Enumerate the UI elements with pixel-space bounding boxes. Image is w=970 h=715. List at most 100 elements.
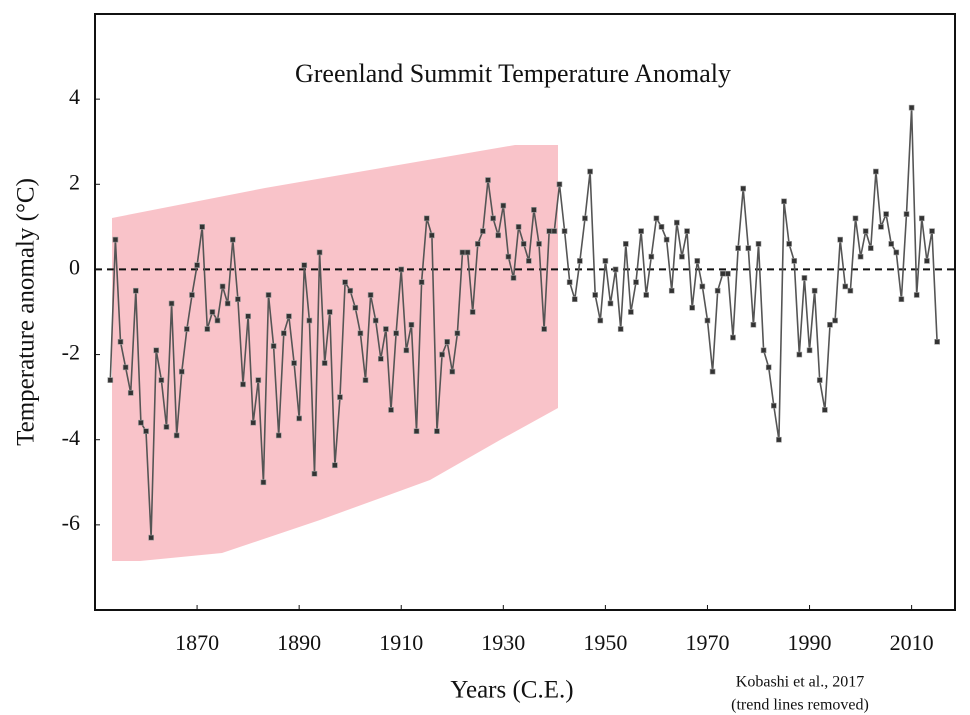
data-point xyxy=(796,351,803,358)
data-point xyxy=(485,177,491,183)
data-point xyxy=(679,253,685,260)
x-tick-label: 1890 xyxy=(277,630,321,655)
data-point xyxy=(658,224,665,230)
data-point xyxy=(883,211,889,217)
data-point xyxy=(189,292,195,298)
data-point xyxy=(434,428,440,435)
y-tick-label: -6 xyxy=(62,510,80,535)
data-point xyxy=(551,228,558,234)
data-point xyxy=(316,249,323,256)
data-point xyxy=(449,368,456,375)
x-tick-label: 1870 xyxy=(175,630,219,655)
data-point xyxy=(163,424,170,430)
data-point xyxy=(699,283,706,290)
data-point xyxy=(811,287,818,294)
data-point xyxy=(832,317,838,324)
data-point xyxy=(444,338,450,345)
data-point xyxy=(199,224,205,230)
data-point xyxy=(536,241,542,247)
y-tick-label: -2 xyxy=(62,340,80,365)
data-point xyxy=(653,215,660,222)
data-point xyxy=(674,219,680,226)
data-point xyxy=(332,462,338,469)
data-point xyxy=(867,245,874,251)
data-point xyxy=(531,207,537,213)
data-point xyxy=(214,317,221,324)
data-point xyxy=(245,313,251,320)
x-tick-label: 1990 xyxy=(788,630,832,655)
data-point xyxy=(500,202,507,209)
data-point xyxy=(730,334,736,341)
data-point xyxy=(495,232,502,239)
data-point xyxy=(168,300,175,307)
data-point xyxy=(265,292,272,298)
data-point xyxy=(760,347,767,354)
data-point xyxy=(924,258,930,264)
data-point xyxy=(158,377,165,383)
data-point xyxy=(454,330,461,337)
data-point xyxy=(709,368,716,375)
data-point xyxy=(852,215,859,222)
data-point xyxy=(423,215,430,222)
data-point xyxy=(326,309,333,315)
data-point xyxy=(919,215,925,222)
data-point xyxy=(311,470,318,477)
data-point xyxy=(526,258,532,264)
data-point xyxy=(648,253,655,260)
data-point xyxy=(306,317,313,324)
credit-note: (trend lines removed) xyxy=(731,697,869,714)
data-point xyxy=(173,432,180,439)
data-point xyxy=(541,326,547,332)
data-point xyxy=(806,347,813,354)
data-point xyxy=(577,258,583,264)
data-point xyxy=(474,241,481,247)
data-point xyxy=(122,364,129,371)
data-point xyxy=(372,317,379,324)
data-point xyxy=(837,236,843,243)
data-point xyxy=(725,270,731,277)
data-point xyxy=(515,224,522,230)
plot-frame xyxy=(94,13,956,611)
x-tick-label: 1910 xyxy=(379,630,423,655)
data-point xyxy=(638,228,644,234)
y-tick-label: -4 xyxy=(62,425,80,450)
data-point xyxy=(138,419,144,426)
data-point xyxy=(740,185,746,192)
data-point xyxy=(275,432,282,439)
data-point xyxy=(459,249,466,256)
data-point xyxy=(429,232,435,239)
data-point xyxy=(571,296,578,303)
data-point xyxy=(464,249,471,256)
data-point xyxy=(281,330,287,337)
data-point xyxy=(112,236,119,243)
data-point xyxy=(663,236,670,243)
data-point xyxy=(801,275,808,281)
data-point xyxy=(827,321,833,328)
data-point xyxy=(735,245,741,251)
data-point xyxy=(260,479,267,486)
data-point xyxy=(592,292,598,298)
data-point xyxy=(893,249,900,256)
data-point xyxy=(388,407,394,413)
data-point xyxy=(934,338,940,345)
data-point xyxy=(684,228,690,234)
data-point xyxy=(612,266,619,273)
x-tick-label: 1950 xyxy=(583,630,627,655)
data-point xyxy=(776,436,782,443)
data-point xyxy=(490,215,496,222)
data-point xyxy=(342,279,348,286)
data-point xyxy=(561,228,568,234)
data-point xyxy=(209,309,216,315)
data-point xyxy=(367,292,374,298)
data-point xyxy=(250,419,257,426)
data-point xyxy=(929,228,935,234)
data-point xyxy=(378,356,384,362)
data-point xyxy=(623,241,629,247)
x-tick-label: 1930 xyxy=(481,630,525,655)
data-point xyxy=(403,347,410,354)
data-point xyxy=(357,330,364,337)
data-point xyxy=(117,338,124,345)
data-point xyxy=(643,292,650,298)
data-point xyxy=(842,283,849,290)
